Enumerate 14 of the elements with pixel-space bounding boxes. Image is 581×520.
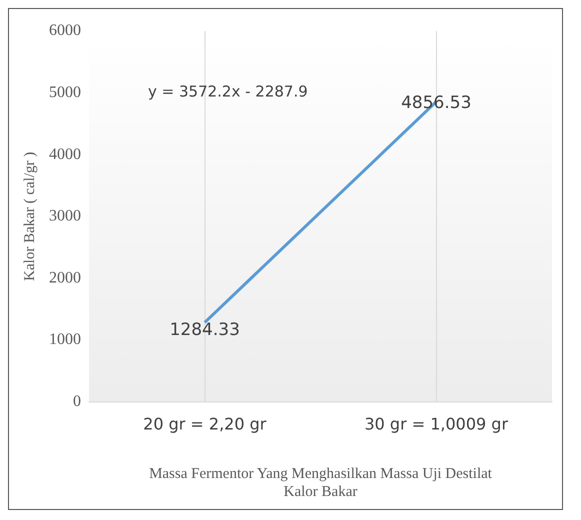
y-tick-label: 5000 [49,84,81,102]
annotation: y = 3572.2x - 2287.9 [148,82,308,101]
x-tick-label: 20 gr = 2,20 gr [143,414,267,434]
y-tick-label: 0 [73,393,81,410]
data-label: 1284.33 [170,320,240,340]
y-tick-label: 1000 [49,331,81,348]
x-axis-title: Massa Fermentor Yang Menghasilkan Massa Uji Destilat Kalor Bakar [149,466,493,500]
y-tick-label: 4000 [49,146,81,163]
y-axis-title: Kalor Bakar ( cal/gr ) [22,152,38,281]
y-tick-label: 6000 [49,22,81,40]
y-tick-label: 3000 [49,208,81,225]
y-tick-label: 2000 [49,269,81,286]
x-tick-label: 30 gr = 1,0009 gr [364,414,508,434]
data-label: 4856.53 [401,93,472,114]
